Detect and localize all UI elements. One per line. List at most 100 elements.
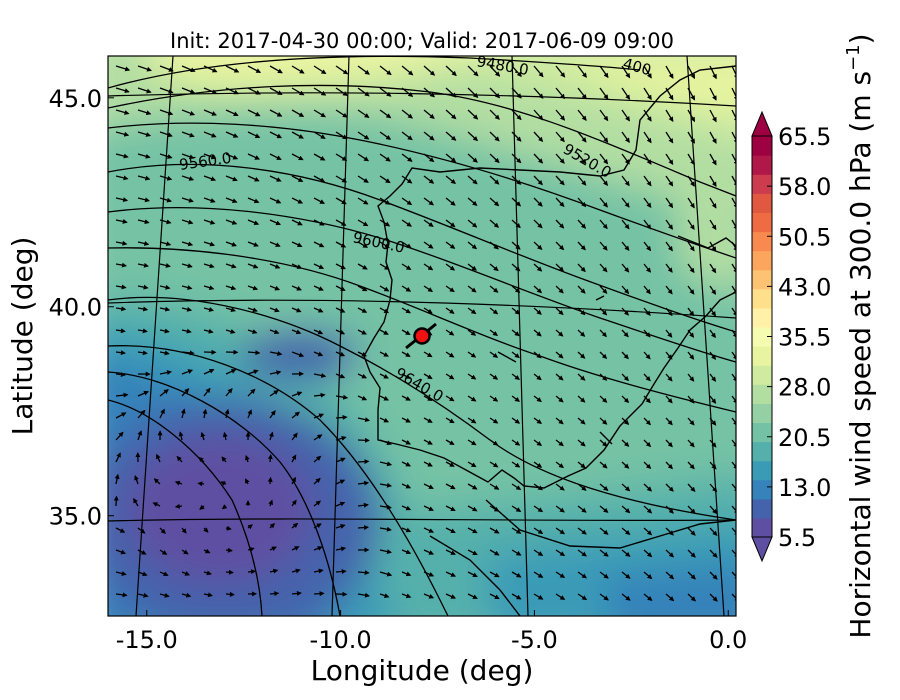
wind-arrow [159,350,170,356]
wind-arrow [203,131,217,138]
wind-arrow [665,197,674,209]
wind-arrow [137,197,150,203]
wind-arrow [313,477,321,485]
colorbar-segment [752,498,772,519]
wind-arrow [599,329,608,338]
wind-arrow [247,263,259,269]
wind-arrow [687,285,695,295]
wind-arrow [313,219,325,226]
wind-arrow [445,175,456,185]
wind-arrow [555,549,566,557]
wind-arrow [533,461,543,468]
wind-arrow [687,505,696,514]
wind-arrow [533,175,543,186]
wind-arrow [467,571,478,578]
wind-arrow [643,285,651,295]
wind-arrow [335,175,348,183]
colorbar-segment [752,422,772,443]
wind-arrow [445,307,455,314]
wind-arrow [267,454,273,463]
wind-arrow [577,153,587,165]
wind-arrow [203,307,215,312]
wind-arrow [687,527,696,536]
wind-arrow [621,219,630,230]
wind-arrow [379,307,390,314]
wind-arrow [511,417,521,424]
wind-arrow [511,461,521,468]
wind-arrow [577,483,587,491]
wind-arrow [599,219,608,230]
wind-arrow [357,437,370,443]
wind-arrow [181,197,194,203]
wind-arrow [159,87,174,94]
wind-arrow [599,109,609,122]
wind-arrow [401,307,411,314]
wind-arrow [115,392,129,398]
wind-arrow [467,65,479,77]
wind-arrow [643,175,652,187]
wind-arrow [137,284,149,290]
wind-arrow [555,329,564,337]
wind-arrow [137,109,152,116]
y-tick-label: 40.0 [49,294,102,322]
wind-arrow [621,131,630,144]
wind-arrow [247,175,260,182]
colorbar-segment [752,231,772,252]
wind-arrow [533,263,543,272]
wind-arrow [445,461,455,467]
wind-arrow [599,241,608,251]
map-frame [107,55,737,617]
wind-arrow [401,65,414,76]
wind-arrow [379,395,389,401]
wind-arrow [599,549,609,557]
wind-arrow [599,153,609,165]
wind-arrow [137,153,151,159]
wind-arrow [178,431,184,441]
wind-arrow [401,153,413,162]
wind-arrow [687,351,695,360]
wind-arrow [533,131,544,143]
wind-arrow [577,351,586,359]
wind-arrow [357,175,369,183]
colorbar-segment [752,193,772,213]
wind-arrow [291,546,300,551]
wind-arrow [202,408,208,419]
wind-arrow [291,131,304,139]
wind-arrow [643,87,652,101]
wind-arrow [555,527,566,535]
wind-arrow [489,285,499,293]
wind-arrow [401,131,413,141]
wind-arrow [665,65,674,79]
wind-arrow [357,502,369,508]
wind-arrow [357,131,370,140]
wind-arrow [467,549,478,556]
colorbar-segment [752,288,772,309]
wind-arrow [159,109,174,116]
wind-arrow [731,87,736,102]
wind-arrow [357,263,368,270]
wind-arrow [401,373,411,379]
wind-arrow [225,197,238,203]
wind-arrow [181,175,195,181]
wind-arrow [555,197,565,208]
wind-arrow [731,241,736,252]
wind-arrow [247,109,261,117]
wind-arrow [489,175,500,185]
wind-arrow [269,351,283,356]
colorbar-label-close: ) [844,33,877,44]
wind-arrow [180,408,186,419]
wind-arrow [643,373,651,382]
wind-arrow [665,461,673,470]
wind-arrow [621,549,631,557]
wind-arrow [159,328,170,334]
wind-arrow [357,241,369,248]
wind-arrow [489,109,500,120]
wind-arrow [687,219,695,231]
wind-arrow [599,395,608,403]
wind-arrow [225,525,232,531]
wind-arrow [225,153,239,160]
wind-arrow [335,109,348,118]
wind-arrow [643,395,651,404]
wind-arrow [137,219,150,225]
wind-arrow [221,456,227,463]
